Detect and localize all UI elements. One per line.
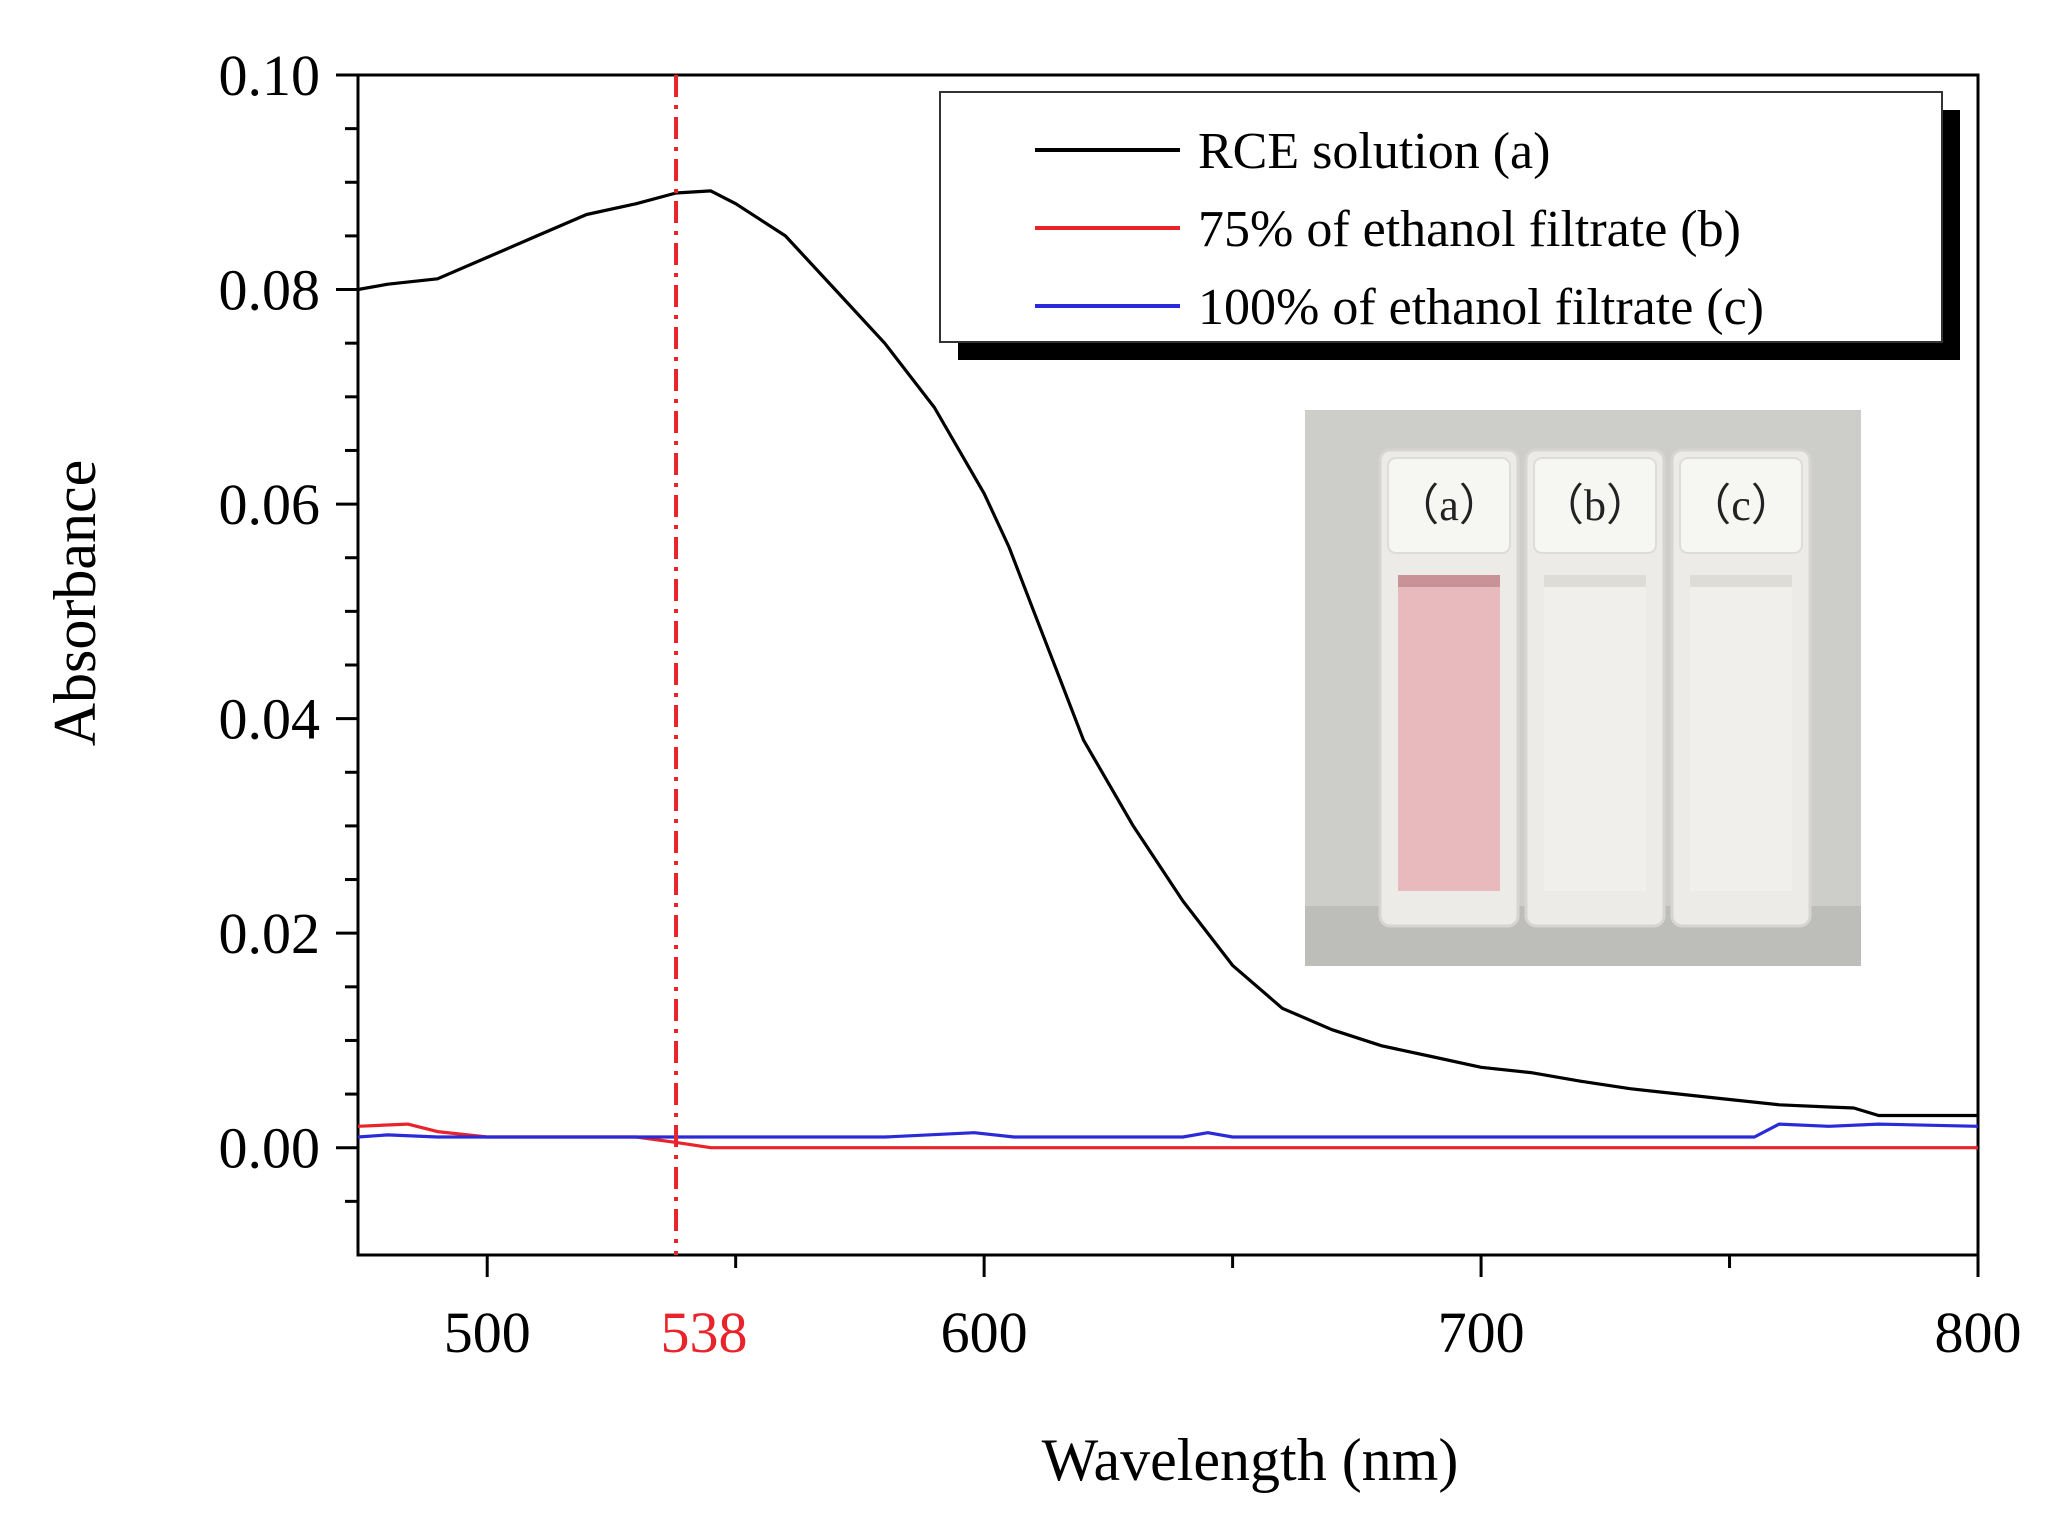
y-tick-label: 0.02 [219, 901, 321, 966]
liquid-meniscus [1544, 575, 1646, 587]
cuvette-liquid [1398, 575, 1500, 891]
x-axis-title: Wavelength (nm) [1042, 1427, 1459, 1493]
x-tick-label: 700 [1438, 1300, 1525, 1365]
series-layer [357, 189, 1979, 1150]
cuvette-liquid [1544, 575, 1646, 891]
cuvette-liquid [1690, 575, 1792, 891]
tick-labels: 500 600 700 800 0.00 0.02 0.04 0.06 0.08 0.10 [219, 43, 2022, 1365]
cuvette-cap [1679, 457, 1803, 554]
cuvette-cap [1533, 457, 1657, 554]
vial-label: （b） [1540, 481, 1650, 530]
x-tick-label: 800 [1935, 1300, 2022, 1365]
legend-label: 100% of ethanol filtrate (c) [1198, 279, 1764, 336]
liquid-meniscus [1690, 575, 1792, 587]
x-tick-label: 500 [444, 1300, 531, 1365]
x-tick-label: 600 [941, 1300, 1028, 1365]
y-axis-title: Absorbance [42, 460, 108, 747]
annotation-layer: 538 [661, 75, 748, 1365]
liquid-meniscus [1398, 575, 1500, 587]
y-tick-label: 0.04 [219, 687, 321, 752]
axis-ticks [336, 73, 1980, 1277]
legend: RCE solution (a) 75% of ethanol filtrate … [939, 91, 1960, 360]
y-tick-label: 0.08 [219, 258, 321, 323]
series-line-100-ethanol [357, 1122, 1979, 1139]
legend-box [939, 91, 1943, 343]
y-tick-label: 0.10 [219, 43, 321, 108]
y-tick-label: 0.00 [219, 1116, 321, 1181]
peak-marker-label: 538 [661, 1300, 748, 1365]
y-tick-label: 0.06 [219, 472, 321, 537]
vial-label: （c） [1687, 481, 1795, 530]
series-line-rce [357, 189, 1978, 1118]
inset-photo: （a） （b） （c） [1305, 410, 1861, 966]
legend-label: 75% of ethanol filtrate (b) [1198, 201, 1741, 258]
legend-label: RCE solution (a) [1198, 123, 1550, 180]
cuvette-cap [1387, 457, 1511, 554]
vial-label: （a） [1395, 481, 1503, 530]
